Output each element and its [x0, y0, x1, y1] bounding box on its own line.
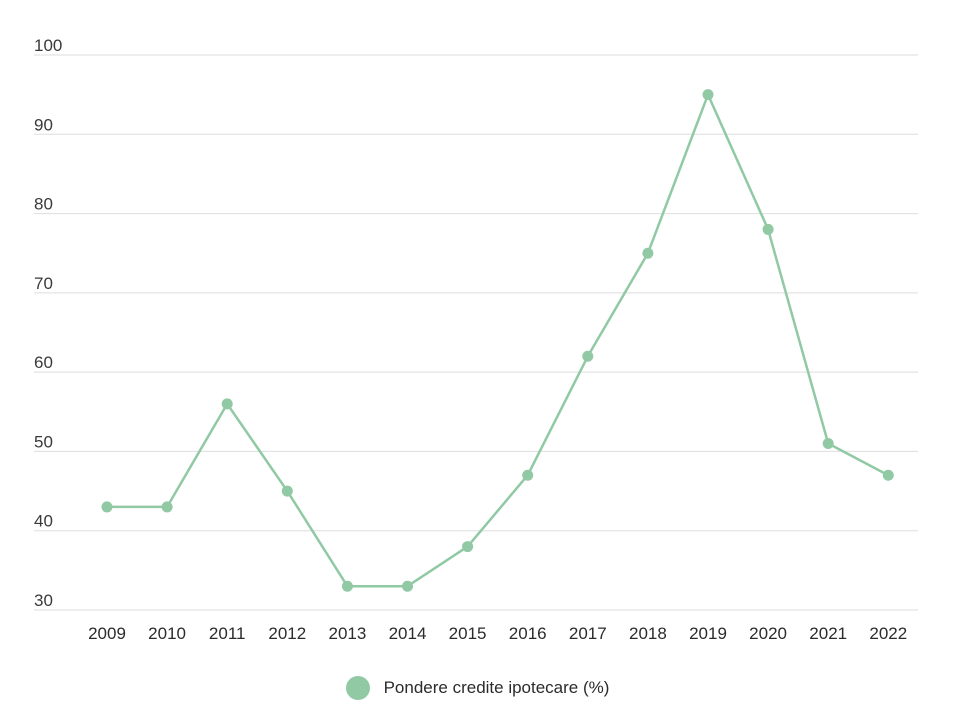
data-point-2009: [101, 501, 113, 513]
y-tick-label-60: 60: [34, 353, 53, 372]
y-tick-label-80: 80: [34, 195, 53, 214]
x-tick-label-2017: 2017: [569, 624, 607, 643]
x-tick-label-2009: 2009: [88, 624, 126, 643]
y-tick-label-40: 40: [34, 512, 53, 531]
data-point-2013: [341, 580, 353, 592]
legend-swatch: [345, 676, 370, 700]
x-tick-label-2022: 2022: [869, 624, 907, 643]
x-tick-label-2010: 2010: [148, 624, 186, 643]
x-tick-label-2012: 2012: [268, 624, 306, 643]
y-tick-label-90: 90: [34, 115, 53, 134]
data-point-2010: [161, 501, 173, 513]
data-point-2019: [702, 89, 714, 101]
x-tick-label-2013: 2013: [328, 624, 366, 643]
x-tick-label-2015: 2015: [449, 624, 487, 643]
data-point-2021: [822, 438, 834, 449]
data-point-2012: [281, 485, 293, 497]
data-point-2011: [221, 398, 233, 410]
data-point-2018: [642, 247, 654, 259]
x-tick-label-2018: 2018: [629, 624, 667, 643]
data-point-2022: [882, 469, 894, 481]
x-tick-label-2014: 2014: [389, 624, 427, 643]
data-point-2017: [582, 350, 594, 362]
x-tick-label-2016: 2016: [509, 624, 547, 643]
y-tick-label-70: 70: [34, 274, 53, 293]
data-point-2016: [522, 469, 534, 481]
data-point-2015: [462, 541, 474, 553]
x-tick-label-2019: 2019: [689, 624, 727, 643]
data-point-2020: [762, 223, 774, 235]
legend-label: Pondere credite ipotecare (%): [383, 678, 610, 697]
data-point-2014: [402, 580, 413, 592]
y-tick-label-30: 30: [34, 591, 53, 610]
y-tick-label-50: 50: [34, 432, 53, 451]
series-line: [107, 93, 889, 588]
y-tick-label-100: 100: [34, 36, 62, 55]
x-tick-label-2011: 2011: [209, 624, 246, 643]
x-tick-label-2021: 2021: [809, 624, 847, 643]
legend: Pondere credite ipotecare (%): [0, 676, 955, 700]
x-tick-label-2020: 2020: [749, 624, 787, 643]
